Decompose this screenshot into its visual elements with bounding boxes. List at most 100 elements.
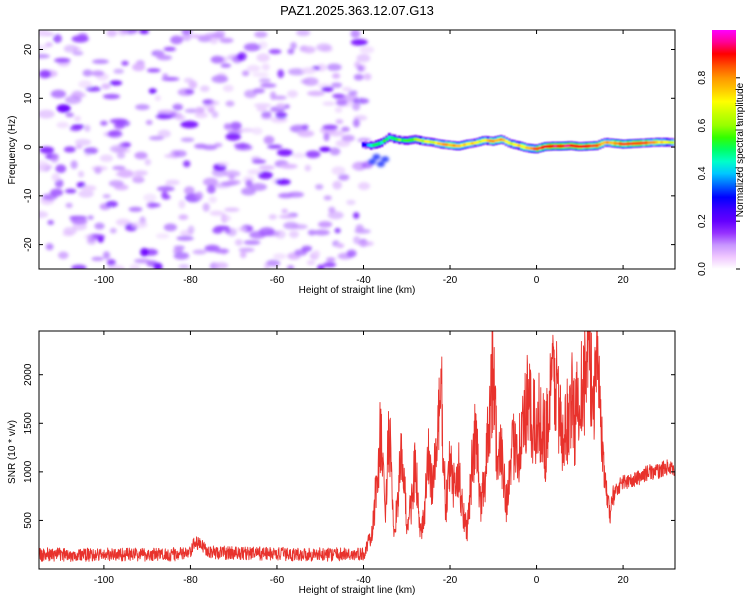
noise-speckle [203,177,218,187]
noise-speckle [64,95,82,104]
track-cell [413,137,418,141]
noise-speckle [156,186,175,192]
noise-speckle [200,85,210,92]
track-cell [481,139,485,143]
noise-speckle [143,193,157,202]
track-cell [554,144,558,148]
track-cell [385,137,389,141]
track-cell [380,141,384,145]
noise-speckle [39,53,50,59]
noise-speckle [71,35,89,43]
noise-speckle [243,43,261,52]
noise-speckle [91,256,104,261]
noise-speckle [74,138,92,146]
noise-speckle [238,247,255,253]
track-cell [372,143,376,147]
noise-speckle [335,119,344,125]
noise-speckle [161,77,180,81]
noise-speckle [172,103,183,111]
noise-speckle [65,202,73,209]
noise-speckle [225,100,235,107]
noise-speckle [342,86,352,92]
noise-speckle [348,90,358,96]
noise-speckle [45,243,54,251]
colorbar: 0.0 0.2 0.4 0.6 0.8 Normalized spectral ampl… [697,30,746,276]
noise-speckle [288,68,306,76]
noise-speckle [213,182,231,189]
noise-speckle [353,74,364,81]
noise-speckle [178,264,190,269]
noise-speckle [170,35,184,45]
noise-speckle [184,89,195,94]
noise-speckle [139,30,149,35]
signal-artifact [376,161,385,168]
track-cell [408,138,412,142]
noise-speckle [312,250,321,257]
track-cell [455,144,459,148]
noise-speckle [39,30,50,37]
noise-speckle [84,124,91,132]
noise-speckle [109,118,128,124]
noise-speckle [94,166,102,174]
noise-speckle [214,30,226,38]
track-cell [668,140,672,144]
noise-speckle [50,89,66,99]
track-cell [569,144,573,148]
track-cell [556,144,560,148]
noise-speckle [87,215,94,220]
noise-speckle [230,121,242,131]
noise-speckle [359,46,375,54]
track-cell [382,139,387,143]
track-cell [473,141,477,145]
track-cell [530,147,534,150]
noise-speckle [273,253,287,260]
noise-speckle [291,152,307,159]
track-cell [579,145,584,148]
track-cell [387,135,392,139]
noise-speckle [211,75,229,84]
noise-speckle [83,234,93,239]
track-cell [585,144,589,148]
noise-speckle [263,135,275,145]
noise-speckle [100,120,108,126]
noise-speckle [117,169,134,178]
noise-speckle [134,151,148,160]
noise-speckle [162,194,171,200]
noise-speckle [154,95,161,102]
colorbar-bar [712,30,736,269]
noise-speckle [97,236,104,243]
noise-speckle [113,121,125,130]
noise-speckle [116,152,126,159]
track-cell [535,147,540,151]
noise-speckle [258,165,275,171]
track-cell [437,142,441,145]
noise-speckle [64,188,77,194]
track-cell [515,143,519,147]
noise-speckle [146,68,161,73]
track-cell [489,139,493,143]
track-cell [582,144,586,148]
track-cell [605,140,610,144]
noise-speckle [341,126,350,132]
noise-speckle [223,170,241,178]
track-cell [634,141,638,145]
y-tick-label: 0 [23,144,34,150]
noise-speckle [163,46,176,52]
noise-speckle [78,170,85,178]
noise-speckle [328,130,345,137]
noise-speckle [187,193,200,201]
noise-speckle [81,185,97,192]
noise-speckle [163,223,177,232]
noise-speckle [223,123,232,130]
noise-speckle [140,247,149,257]
noise-speckle [326,257,336,262]
noise-speckle [297,130,315,138]
noise-speckle [134,258,151,264]
track-cell [522,145,527,149]
track-cell [465,142,470,146]
track-cell [509,142,514,146]
x-tick-label: -20 [443,575,458,586]
noise-speckle [363,73,372,81]
noise-speckle [214,262,229,269]
track-cell [533,147,537,151]
